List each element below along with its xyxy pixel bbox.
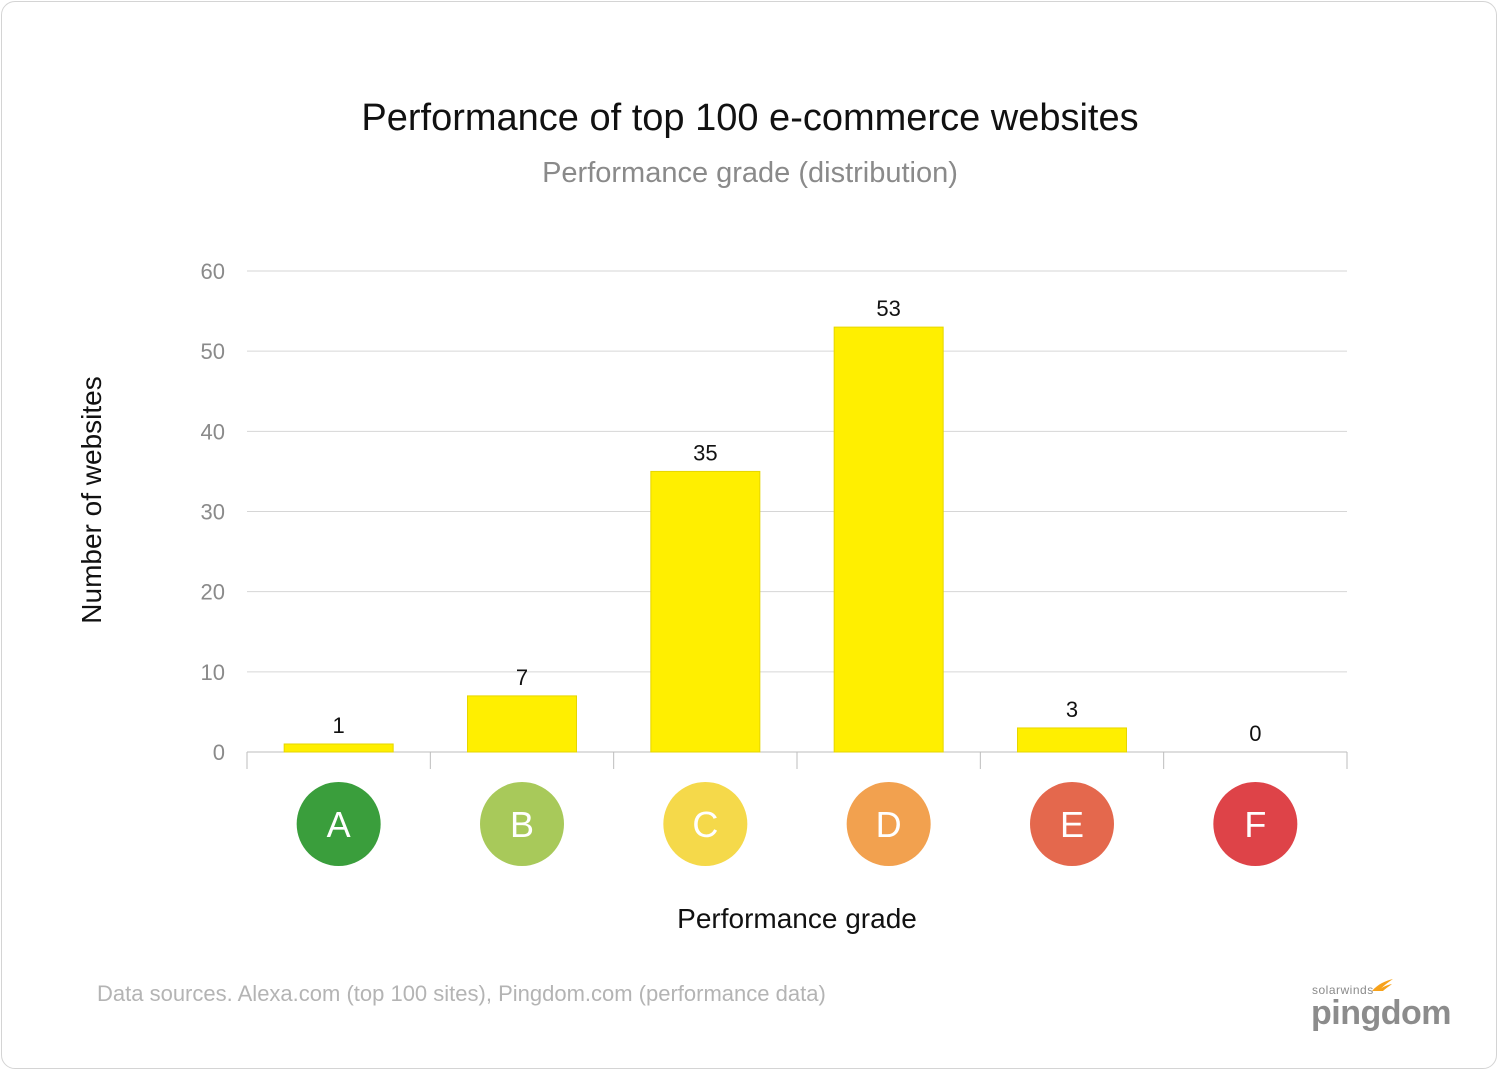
bar-value-label: 1 bbox=[333, 713, 345, 738]
grade-circle bbox=[1213, 782, 1298, 866]
x-tick-label: F bbox=[1244, 804, 1266, 845]
x-tick-label: E bbox=[1060, 804, 1084, 845]
y-tick-label: 20 bbox=[201, 580, 225, 605]
data-source-note: Data sources. Alexa.com (top 100 sites),… bbox=[97, 981, 826, 1006]
bar-d bbox=[833, 326, 944, 753]
grade-badges: A B C D E F bbox=[296, 782, 1298, 866]
y-tick-label: 40 bbox=[201, 419, 225, 444]
bar-value-label: 7 bbox=[516, 665, 528, 690]
x-tick-label: A bbox=[327, 804, 351, 845]
grade-badge-a: A bbox=[296, 782, 381, 866]
grade-badge-c: C bbox=[663, 782, 748, 866]
grade-circle bbox=[846, 782, 931, 866]
grade-circle bbox=[663, 782, 748, 866]
x-axis bbox=[246, 752, 1348, 769]
solarwinds-flame-icon bbox=[1372, 979, 1393, 991]
grade-badge-f: F bbox=[1213, 782, 1298, 866]
x-tick-label: B bbox=[510, 804, 534, 845]
bar-e bbox=[1017, 727, 1127, 753]
bar-value-label: 53 bbox=[876, 296, 900, 321]
chart-title: Performance of top 100 e-commerce websit… bbox=[361, 97, 1139, 139]
bar-value-label: 0 bbox=[1249, 721, 1261, 746]
logo-pingdom-text: pingdom bbox=[1311, 994, 1452, 1032]
bar-b bbox=[467, 695, 577, 753]
bar-value-label: 35 bbox=[693, 440, 717, 465]
grade-badge-e: E bbox=[1030, 782, 1114, 866]
bar-c bbox=[650, 470, 761, 753]
gridlines bbox=[247, 270, 1347, 753]
y-tick-label: 10 bbox=[201, 660, 225, 685]
chart-subtitle: Performance grade (distribution) bbox=[542, 157, 958, 189]
y-tick-label: 30 bbox=[201, 500, 225, 525]
grade-badge-b: B bbox=[480, 782, 564, 866]
y-tick-label: 0 bbox=[213, 740, 225, 765]
x-tick-label: C bbox=[692, 804, 718, 845]
bar-a bbox=[283, 743, 394, 753]
bar-value-label: 3 bbox=[1066, 697, 1078, 722]
grade-circle bbox=[480, 782, 564, 866]
y-tick-label: 60 bbox=[201, 259, 225, 284]
bars bbox=[283, 326, 1127, 753]
logo-solarwinds-text: solarwinds bbox=[1312, 983, 1374, 997]
grade-circle bbox=[1030, 782, 1114, 866]
grade-badge-d: D bbox=[846, 782, 931, 866]
y-tick-labels: 0 10 20 30 40 50 60 bbox=[201, 259, 225, 765]
pingdom-logo: solarwinds pingdom bbox=[1306, 976, 1456, 1036]
y-tick-label: 50 bbox=[201, 339, 225, 364]
x-tick-label: D bbox=[876, 804, 902, 845]
y-axis-title: Number of websites bbox=[76, 376, 107, 623]
x-axis-title: Performance grade bbox=[677, 903, 917, 934]
grade-circle bbox=[296, 782, 381, 866]
